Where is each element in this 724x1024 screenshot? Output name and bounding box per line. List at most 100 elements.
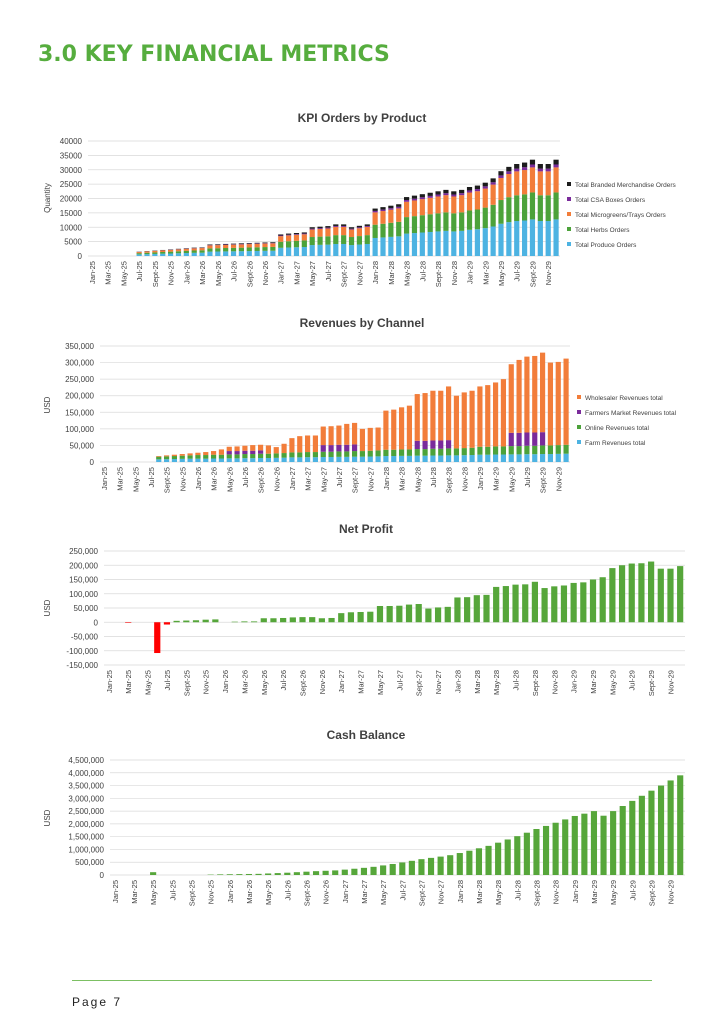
x-tick-label: Jan-26	[194, 467, 203, 490]
bar-segment	[230, 243, 237, 245]
bar-segment	[469, 455, 475, 462]
bar-segment	[304, 435, 311, 453]
bar-segment	[341, 226, 347, 236]
y-tick-label: 500,000	[75, 858, 104, 867]
bar-segment	[443, 212, 449, 231]
bar-segment	[506, 197, 512, 223]
bar-segment	[199, 250, 205, 253]
bar-segment	[435, 191, 441, 195]
bar-segment	[278, 247, 284, 256]
bar-segment	[459, 230, 465, 256]
bar	[590, 811, 598, 875]
bar-segment	[380, 207, 386, 210]
bar-segment	[317, 228, 323, 230]
bar-segment	[404, 233, 410, 256]
bar-segment	[293, 234, 300, 241]
page-number: Page 7	[72, 995, 123, 1009]
bar-segment	[348, 227, 355, 229]
bar	[495, 842, 502, 875]
bar-segment	[160, 250, 166, 253]
bar-segment	[482, 188, 488, 208]
x-tick-label: May-29	[608, 670, 617, 695]
bar-segment	[312, 457, 319, 462]
legend-swatch	[577, 440, 581, 444]
bar	[163, 622, 171, 625]
y-tick-label: 2,500,000	[68, 807, 104, 816]
bar-segment	[482, 207, 488, 229]
bar-segment	[459, 189, 465, 194]
legend-label: Total Microgreens/Trays Orders	[575, 212, 667, 219]
bar-segment	[514, 221, 520, 256]
bar	[386, 606, 393, 623]
legend-swatch	[577, 410, 581, 414]
bar-segment	[336, 451, 342, 457]
bar-segment	[230, 247, 237, 252]
x-tick-label: Sept-25	[151, 261, 160, 287]
bar-segment	[508, 446, 514, 455]
bar-segment	[191, 248, 197, 251]
x-tick-label: Nov-28	[460, 467, 469, 491]
bar-segment	[547, 362, 554, 446]
bar-segment	[328, 426, 334, 446]
bar-segment	[485, 446, 491, 455]
bar-segment	[500, 446, 507, 455]
bar	[376, 606, 384, 623]
x-tick-label: May-28	[403, 261, 412, 286]
bar-segment	[438, 390, 444, 441]
bar-segment	[451, 194, 457, 197]
x-tick-label: Mar-29	[481, 261, 490, 285]
bar-segment	[529, 167, 536, 193]
bar-segment	[351, 422, 358, 445]
bar	[667, 568, 674, 623]
x-tick-label: Mar-25	[124, 670, 133, 694]
x-tick-label: Jul-29	[523, 467, 532, 487]
x-tick-label: May-25	[119, 261, 128, 286]
bar-segment	[506, 166, 512, 172]
bar-segment	[514, 171, 520, 196]
bar-segment	[524, 432, 530, 446]
bar-segment	[156, 456, 162, 457]
bar-segment	[422, 455, 428, 462]
bar-segment	[163, 456, 170, 460]
bar-segment	[333, 235, 339, 244]
y-tick-label: 200,000	[65, 392, 94, 401]
y-tick-label: 3,000,000	[68, 794, 104, 803]
bar-segment	[490, 184, 496, 205]
x-tick-label: May-26	[225, 467, 234, 492]
bar-segment	[411, 216, 418, 234]
bar	[456, 853, 463, 875]
bar-segment	[380, 223, 386, 238]
bar-segment	[333, 243, 339, 256]
bar-segment	[344, 444, 350, 452]
bar-segment	[453, 455, 460, 462]
bar-segment	[171, 456, 178, 460]
bar-segment	[281, 453, 287, 458]
bar-segment	[152, 250, 158, 253]
bar-segment	[333, 226, 339, 236]
bar-segment	[356, 228, 362, 237]
bar-segment	[179, 455, 185, 459]
bar-segment	[506, 174, 512, 198]
bar-segment	[474, 189, 480, 192]
bar	[638, 795, 645, 875]
bar	[473, 595, 480, 623]
bar-segment	[443, 195, 449, 213]
bar-segment	[422, 440, 428, 450]
bar-segment	[563, 453, 569, 462]
bar-segment	[388, 208, 394, 210]
bar	[270, 618, 277, 623]
y-tick-label: -100,000	[66, 647, 98, 656]
bar-segment	[262, 242, 268, 244]
x-tick-label: Sept-27	[415, 670, 424, 696]
bar-segment	[555, 453, 561, 462]
bar	[502, 586, 509, 623]
bar-segment	[325, 236, 331, 245]
bar-segment	[508, 454, 514, 462]
bar-segment	[144, 252, 150, 255]
x-tick-label: Mar-25	[130, 880, 139, 904]
bar-segment	[286, 235, 292, 242]
bar-segment	[293, 240, 300, 248]
x-tick-label: Sept-28	[445, 467, 454, 493]
bar-segment	[367, 450, 373, 457]
bar-segment	[278, 234, 284, 236]
